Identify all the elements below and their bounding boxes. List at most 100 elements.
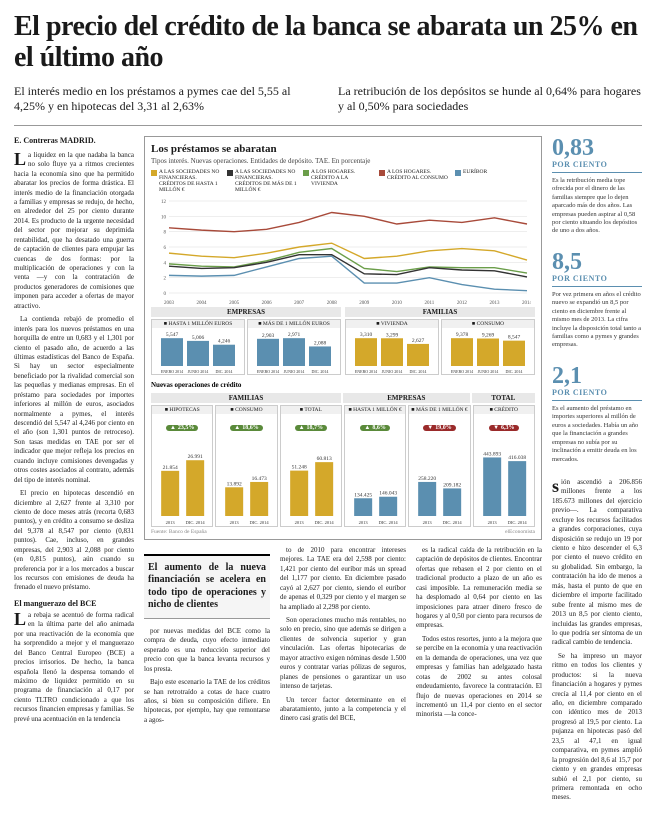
svg-text:0: 0 [164,292,167,297]
svg-text:DIC. 2014: DIC. 2014 [410,369,427,374]
svg-text:2013: 2013 [230,520,240,525]
body-right: sión ascendió a 206.856 millones frente … [552,478,642,803]
lower-col-3: es la radical caída de la retribución en… [416,546,542,729]
body-left-2: La rebaja se acentuó de forma radical en… [14,611,134,724]
svg-text:6: 6 [164,246,167,251]
stat-number: 0,83 [552,136,642,160]
svg-text:2009: 2009 [359,301,370,306]
svg-text:ENERO 2014: ENERO 2014 [257,369,279,374]
svg-text:DIC. 2014: DIC. 2014 [379,520,399,525]
svg-text:209.182: 209.182 [444,482,462,488]
svg-text:443.893: 443.893 [483,451,501,457]
delta-badge: ▲ 8,6% [360,425,389,431]
legend-item: A LAS SOCIEDADES NO FINANCIERAS. CRÉDITO… [227,169,297,193]
source-left: Fuente: Banco de España [151,529,207,535]
arrow-icon: ▲ [299,425,305,431]
mini-chart: ■ MÁS DE 1 MILLÓN EUROS 2,903ENERO 20142… [247,319,341,375]
chart-title: Los préstamos se abaratan [151,143,535,155]
credit-chart: ■ CONSUMO ▲ 18,6% 13.892201316.473DIC. 2… [215,405,277,527]
arrow-icon: ▲ [234,425,240,431]
svg-text:2014: 2014 [522,301,531,306]
arrow-icon: ▼ [427,425,433,431]
delta-badge: ▲ 18,6% [230,425,262,431]
svg-text:5,547: 5,547 [166,332,179,338]
svg-text:ENERO 2014: ENERO 2014 [161,369,183,374]
subhead-row: El interés medio en los préstamos a pyme… [14,84,642,126]
svg-text:ENERO 2014: ENERO 2014 [451,369,473,374]
svg-text:DIC. 2014: DIC. 2014 [314,520,334,525]
legend-item: EURÍBOR [455,169,487,193]
svg-text:2,088: 2,088 [314,340,327,346]
chart-subtitle: Tipos interés. Nuevas operaciones. Entid… [151,157,535,165]
byline: E. Contreras MADRID. [14,136,134,145]
mini-chart: ■ VIVIENDA 3,310ENERO 20143,299JUNIO 201… [345,319,439,375]
svg-text:3,310: 3,310 [360,332,373,338]
svg-text:DIC. 2014: DIC. 2014 [507,520,527,525]
svg-text:2,903: 2,903 [262,333,275,339]
svg-text:51.248: 51.248 [291,465,306,471]
svg-text:4: 4 [164,261,167,266]
svg-text:60.813: 60.813 [316,456,331,462]
svg-text:16.473: 16.473 [252,476,267,482]
mini-chart: ■ HASTA 1 MILLÓN EUROS 5,547ENERO 20145,… [151,319,245,375]
stat-number: 2,1 [552,364,642,388]
arrow-icon: ▲ [170,425,176,431]
svg-text:5,006: 5,006 [192,335,205,341]
svg-text:134.425: 134.425 [354,492,372,498]
credit-chart: ■ HASTA 1 MILLÓN € ▲ 8,6% 134.4252013146… [344,405,406,527]
pullquote: El aumento de la nueva financiación se a… [144,554,270,619]
svg-text:DIC. 2014: DIC. 2014 [506,369,523,374]
svg-text:2008: 2008 [327,301,338,306]
credit-chart: ■ MÁS DE 1 MILLÓN € ▼ 19,0% 258.22020132… [408,405,470,527]
stat-text: Es la retribución media tope ofrecida po… [552,177,642,236]
svg-text:2006: 2006 [262,301,273,306]
svg-text:2013: 2013 [489,301,500,306]
mini-group-head: FAMILIAS [345,307,535,317]
stat-number: 8,5 [552,250,642,274]
svg-text:2007: 2007 [294,301,305,306]
stat-unit: POR CIENTO [552,388,642,397]
stats-column: 0,83 POR CIENTO Es la retribución media … [552,136,642,464]
svg-text:DIC. 2014: DIC. 2014 [216,369,233,374]
legend-swatch [379,170,385,176]
svg-text:DIC. 2014: DIC. 2014 [250,520,270,525]
credit-group-head: FAMILIAS [151,393,341,403]
legend-item: A LOS HOGARES. CRÉDITO A LA VIVIENDA [303,169,373,193]
legend-item: A LAS SOCIEDADES NO FINANCIERAS. CRÉDITO… [151,169,221,193]
svg-text:2013: 2013 [166,520,176,525]
mini-charts: EMPRESAS ■ HASTA 1 MILLÓN EUROS 5,547ENE… [151,307,535,375]
svg-text:12: 12 [161,200,167,205]
arrow-icon: ▼ [493,425,499,431]
stat-text: Por vez primera en años el crédito nuevo… [552,291,642,350]
credit-chart: ■ HIPOTECAS ▲ 23,5% 21.854201326.991DIC.… [151,405,213,527]
chart-legend: A LAS SOCIEDADES NO FINANCIERAS. CRÉDITO… [151,169,535,193]
svg-text:416.038: 416.038 [508,455,526,461]
svg-text:9,378: 9,378 [456,332,469,338]
credit-group-head: TOTAL [472,393,535,403]
credit-charts: ■ HIPOTECAS ▲ 23,5% 21.854201326.991DIC.… [151,405,535,527]
svg-text:9,269: 9,269 [482,332,495,338]
svg-text:2013: 2013 [359,520,369,525]
svg-text:2003: 2003 [164,301,175,306]
stat-block: 0,83 POR CIENTO Es la retribución media … [552,136,642,236]
stat-text: Es el aumento del préstamo en importes s… [552,405,642,464]
svg-text:8: 8 [164,231,167,236]
svg-text:2013: 2013 [423,520,433,525]
svg-text:10: 10 [161,215,167,220]
subhead-2: La retribución de los depósitos se hunde… [338,84,642,115]
delta-badge: ▼ 6,3% [489,425,518,431]
legend-swatch [227,170,233,176]
delta-badge: ▼ 19,0% [423,425,455,431]
credit-group-head: EMPRESAS [343,393,470,403]
credit-chart: ■ TOTAL ▲ 18,7% 51.248201360.813DIC. 201… [280,405,342,527]
mini-chart: ■ CONSUMO 9,378ENERO 20149,269JUNIO 2014… [441,319,535,375]
svg-text:DIC. 2014: DIC. 2014 [443,520,463,525]
svg-text:2011: 2011 [424,301,434,306]
svg-text:2010: 2010 [392,301,403,306]
svg-text:2004: 2004 [197,301,208,306]
svg-text:2013: 2013 [294,520,304,525]
line-chart-svg: 0246810122003200420052006200720082009201… [151,197,531,307]
delta-badge: ▲ 18,7% [295,425,327,431]
svg-text:21.854: 21.854 [163,465,178,471]
svg-text:26.991: 26.991 [188,454,203,460]
